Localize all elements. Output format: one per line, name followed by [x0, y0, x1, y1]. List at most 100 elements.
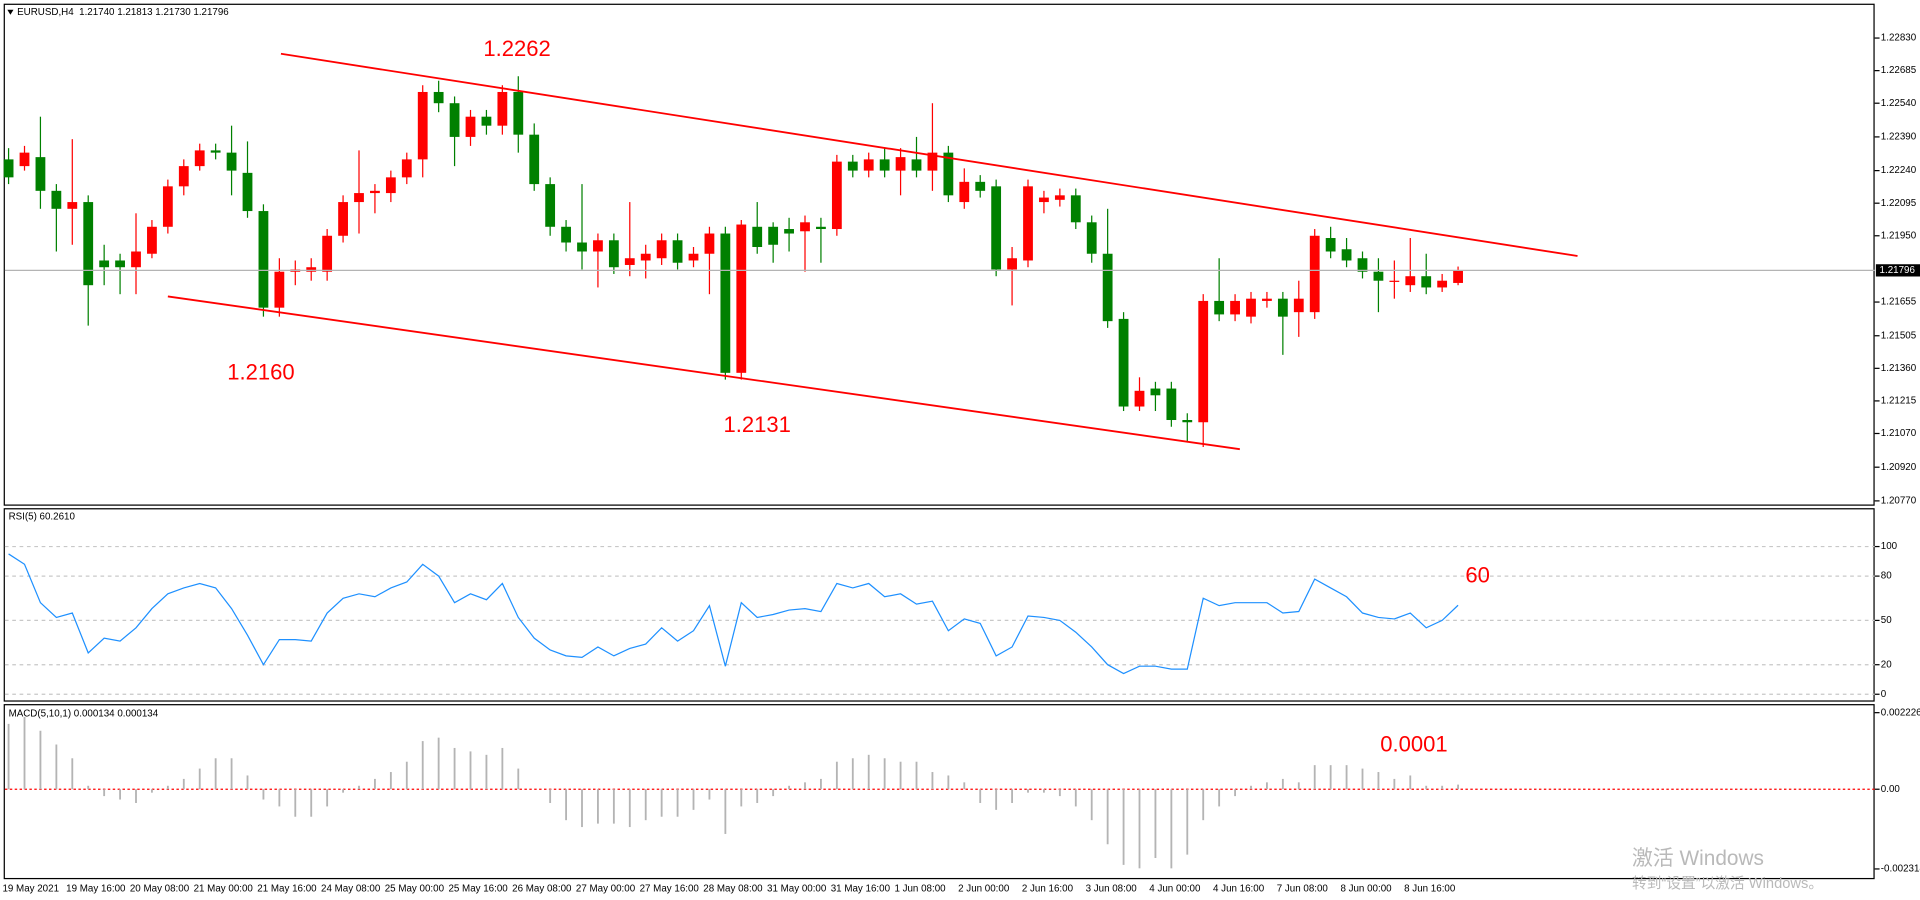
- y-tick-label: 1.22240: [1881, 165, 1917, 176]
- annotation: 1.2262: [483, 36, 550, 61]
- time-label: 20 May 08:00: [130, 884, 190, 895]
- time-label: 31 May 16:00: [831, 884, 891, 895]
- candle-body: [1230, 300, 1240, 315]
- candle-body: [577, 242, 587, 252]
- y-tick-label: 50: [1881, 615, 1892, 626]
- candle-body: [370, 190, 380, 194]
- candle-body: [226, 152, 237, 171]
- time-label: 4 Jun 16:00: [1213, 884, 1265, 895]
- time-label: 28 May 08:00: [703, 884, 763, 895]
- candle-body: [51, 190, 62, 209]
- y-tick-label: -0.002318: [1881, 864, 1920, 875]
- y-tick-label: 0.002226: [1881, 707, 1920, 718]
- menu-triangle[interactable]: [7, 9, 14, 15]
- candle-body: [1070, 195, 1081, 223]
- candle-body: [162, 186, 173, 227]
- candle-body: [354, 193, 364, 203]
- candle-body: [1373, 271, 1384, 281]
- candle-body: [608, 240, 619, 268]
- candle-body: [1453, 270, 1463, 283]
- candle-body: [1325, 238, 1336, 252]
- time-label: 2 Jun 16:00: [1022, 884, 1074, 895]
- candle-body: [784, 229, 794, 234]
- candle-body: [83, 202, 94, 286]
- annotation: 60: [1465, 563, 1490, 588]
- annotation: 0.0001: [1380, 732, 1447, 757]
- trendline: [167, 295, 1240, 451]
- candle-body: [816, 226, 826, 230]
- candle-body: [879, 159, 890, 171]
- candle-body: [943, 152, 954, 196]
- y-tick-label: 1.21215: [1881, 396, 1917, 407]
- time-label: 21 May 16:00: [257, 884, 317, 895]
- y-tick-label: 1.21505: [1881, 330, 1917, 341]
- candle-body: [672, 240, 683, 263]
- candle-body: [1214, 300, 1225, 315]
- candle-body: [322, 235, 333, 272]
- y-tick-label: 1.21950: [1881, 230, 1917, 241]
- candle-body: [385, 177, 396, 194]
- candle-body: [768, 226, 779, 245]
- candle-body: [1262, 298, 1272, 301]
- y-tick-label: 1.21360: [1881, 363, 1917, 374]
- candle-body: [465, 116, 476, 137]
- annotation: 1.2160: [227, 359, 294, 384]
- candle-body: [338, 202, 348, 236]
- candle-body: [1054, 195, 1065, 200]
- time-label: 31 May 00:00: [767, 884, 827, 895]
- candle-body: [752, 226, 763, 248]
- time-label: 26 May 08:00: [512, 884, 572, 895]
- time-label: 25 May 00:00: [385, 884, 445, 895]
- rsi-line: [8, 553, 1459, 675]
- candle-body: [688, 253, 699, 261]
- time-label: 27 May 00:00: [576, 884, 636, 895]
- y-tick-label: 1.22390: [1881, 132, 1917, 143]
- time-label: 25 May 16:00: [448, 884, 508, 895]
- watermark-subtitle: 转到“设置”以激活 Windows。: [1632, 875, 1823, 892]
- current-price-label: 1.21796: [1880, 265, 1916, 276]
- candle-body: [1198, 300, 1209, 423]
- candle-body: [178, 166, 189, 187]
- candle-body: [1277, 298, 1288, 317]
- candle-body: [1166, 388, 1177, 421]
- watermark-title: 激活 Windows: [1632, 847, 1764, 870]
- candle-body: [115, 260, 125, 268]
- y-tick-label: 20: [1881, 659, 1892, 670]
- candle-body: [847, 161, 858, 171]
- y-tick-label: 100: [1881, 541, 1898, 552]
- candle-body: [911, 159, 922, 171]
- pane-title: EURUSD,H4 1.21740 1.21813 1.21730 1.2179…: [17, 7, 229, 18]
- candle-body: [975, 181, 986, 191]
- candle-body: [19, 152, 30, 167]
- y-tick-label: 0.00: [1881, 784, 1901, 795]
- y-tick-label: 1.22095: [1881, 198, 1917, 209]
- candle-body: [640, 253, 651, 261]
- candle-body: [1293, 298, 1304, 313]
- time-label: 1 Jun 08:00: [894, 884, 946, 895]
- candle-body: [959, 181, 970, 203]
- rsi-pane: [3, 508, 1875, 702]
- candle-body: [417, 91, 428, 160]
- candle-body: [895, 157, 906, 171]
- macd-pane: [3, 704, 1875, 880]
- candle-body: [1039, 197, 1049, 203]
- y-tick-label: 1.22685: [1881, 65, 1917, 76]
- candle-body: [529, 134, 540, 185]
- candle-body: [927, 152, 938, 171]
- candle-body: [35, 157, 46, 191]
- candle-body: [1341, 249, 1352, 261]
- candle-body: [306, 267, 317, 272]
- y-tick-label: 80: [1881, 571, 1892, 582]
- y-tick-label: 1.21655: [1881, 297, 1917, 308]
- price-pane: [3, 3, 1875, 506]
- time-label: 3 Jun 08:00: [1086, 884, 1138, 895]
- candle-body: [258, 211, 269, 308]
- time-label: 4 Jun 00:00: [1149, 884, 1201, 895]
- candle-body: [1086, 222, 1097, 254]
- candle-body: [1182, 420, 1193, 423]
- candle-body: [449, 103, 460, 137]
- candle-body: [99, 260, 110, 268]
- y-tick-label: 1.22830: [1881, 33, 1917, 44]
